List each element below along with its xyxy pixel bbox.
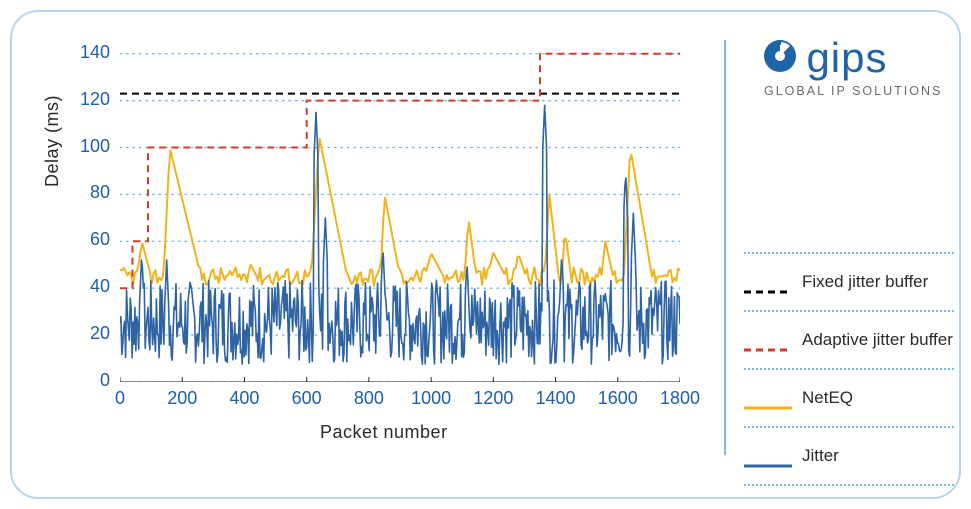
legend-label: Jitter xyxy=(802,446,839,466)
logo-mark-icon xyxy=(762,38,798,79)
x-tick: 200 xyxy=(167,388,197,409)
x-tick: 1600 xyxy=(598,388,638,409)
legend-label: Fixed jitter buffer xyxy=(802,272,928,292)
logo-tagline: GLOBAL IP SOLUTIONS xyxy=(764,84,942,98)
legend-separator xyxy=(744,252,954,254)
logo-wordmark: gips xyxy=(806,34,887,82)
x-tick: 1800 xyxy=(660,388,700,409)
legend-separator xyxy=(744,310,954,312)
x-tick: 1200 xyxy=(473,388,513,409)
vertical-separator xyxy=(724,40,726,455)
legend-separator xyxy=(744,484,954,486)
y-tick: 60 xyxy=(60,229,110,250)
legend-item-neteq: NetEQ xyxy=(744,388,954,408)
legend-label: NetEQ xyxy=(802,388,853,408)
y-tick: 120 xyxy=(60,89,110,110)
plot-region xyxy=(120,42,680,382)
legend-item-fixed: Fixed jitter buffer xyxy=(744,272,954,292)
y-tick: 140 xyxy=(60,42,110,63)
chart-svg xyxy=(120,42,680,382)
y-tick: 0 xyxy=(60,370,110,391)
legend: Fixed jitter buffer Adaptive jitter buffe… xyxy=(744,252,954,492)
legend-separator xyxy=(744,368,954,370)
y-tick: 40 xyxy=(60,276,110,297)
x-tick: 600 xyxy=(292,388,322,409)
x-tick: 400 xyxy=(229,388,259,409)
legend-item-adaptive: Adaptive jitter buffer xyxy=(744,330,954,350)
x-tick: 0 xyxy=(115,388,125,409)
legend-separator xyxy=(744,426,954,428)
y-tick: 80 xyxy=(60,182,110,203)
brand-logo: gips xyxy=(762,34,888,82)
y-tick: 20 xyxy=(60,323,110,344)
x-tick: 800 xyxy=(354,388,384,409)
card-frame: Delay (ms) Packet number 020406080100120… xyxy=(10,10,961,499)
y-tick: 100 xyxy=(60,136,110,157)
legend-item-jitter: Jitter xyxy=(744,446,954,466)
x-axis-label: Packet number xyxy=(320,422,448,443)
chart-area: Delay (ms) Packet number 020406080100120… xyxy=(60,42,700,452)
x-tick: 1400 xyxy=(536,388,576,409)
legend-label: Adaptive jitter buffer xyxy=(802,330,953,350)
x-tick: 1000 xyxy=(411,388,451,409)
